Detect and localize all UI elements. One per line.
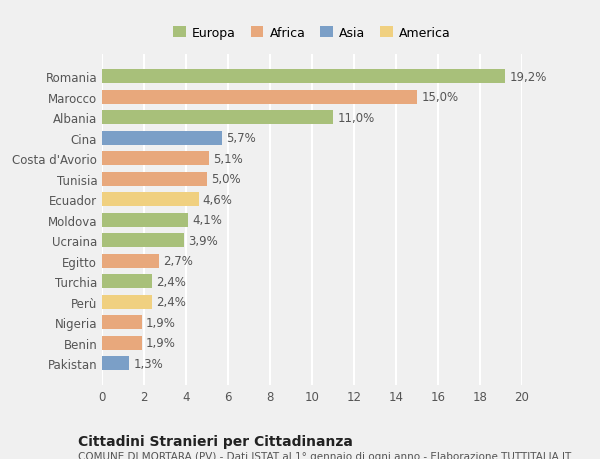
Text: 2,7%: 2,7%	[163, 255, 193, 268]
Bar	[102, 213, 188, 227]
Legend: Europa, Africa, Asia, America: Europa, Africa, Asia, America	[168, 22, 456, 45]
Text: 2,4%: 2,4%	[157, 275, 187, 288]
Bar	[102, 152, 209, 166]
Text: 4,1%: 4,1%	[193, 214, 222, 227]
Bar	[102, 90, 417, 105]
Bar	[102, 295, 152, 309]
Bar	[102, 316, 142, 330]
Bar	[102, 357, 130, 370]
Text: 1,3%: 1,3%	[133, 357, 163, 370]
Bar	[102, 70, 505, 84]
Text: 15,0%: 15,0%	[421, 91, 458, 104]
Bar	[102, 254, 159, 268]
Text: COMUNE DI MORTARA (PV) - Dati ISTAT al 1° gennaio di ogni anno - Elaborazione TU: COMUNE DI MORTARA (PV) - Dati ISTAT al 1…	[78, 451, 571, 459]
Bar	[102, 336, 142, 350]
Text: 5,1%: 5,1%	[214, 152, 243, 165]
Text: 2,4%: 2,4%	[157, 296, 187, 308]
Text: 11,0%: 11,0%	[337, 112, 374, 124]
Bar	[102, 193, 199, 207]
Text: 5,7%: 5,7%	[226, 132, 256, 145]
Text: 19,2%: 19,2%	[509, 71, 547, 84]
Text: 3,9%: 3,9%	[188, 234, 218, 247]
Text: 5,0%: 5,0%	[211, 173, 241, 186]
Text: 1,9%: 1,9%	[146, 316, 176, 329]
Bar	[102, 234, 184, 248]
Bar	[102, 131, 222, 146]
Text: 4,6%: 4,6%	[203, 193, 233, 207]
Bar	[102, 275, 152, 289]
Bar	[102, 173, 207, 186]
Text: 1,9%: 1,9%	[146, 336, 176, 350]
Text: Cittadini Stranieri per Cittadinanza: Cittadini Stranieri per Cittadinanza	[78, 434, 353, 448]
Bar	[102, 111, 333, 125]
